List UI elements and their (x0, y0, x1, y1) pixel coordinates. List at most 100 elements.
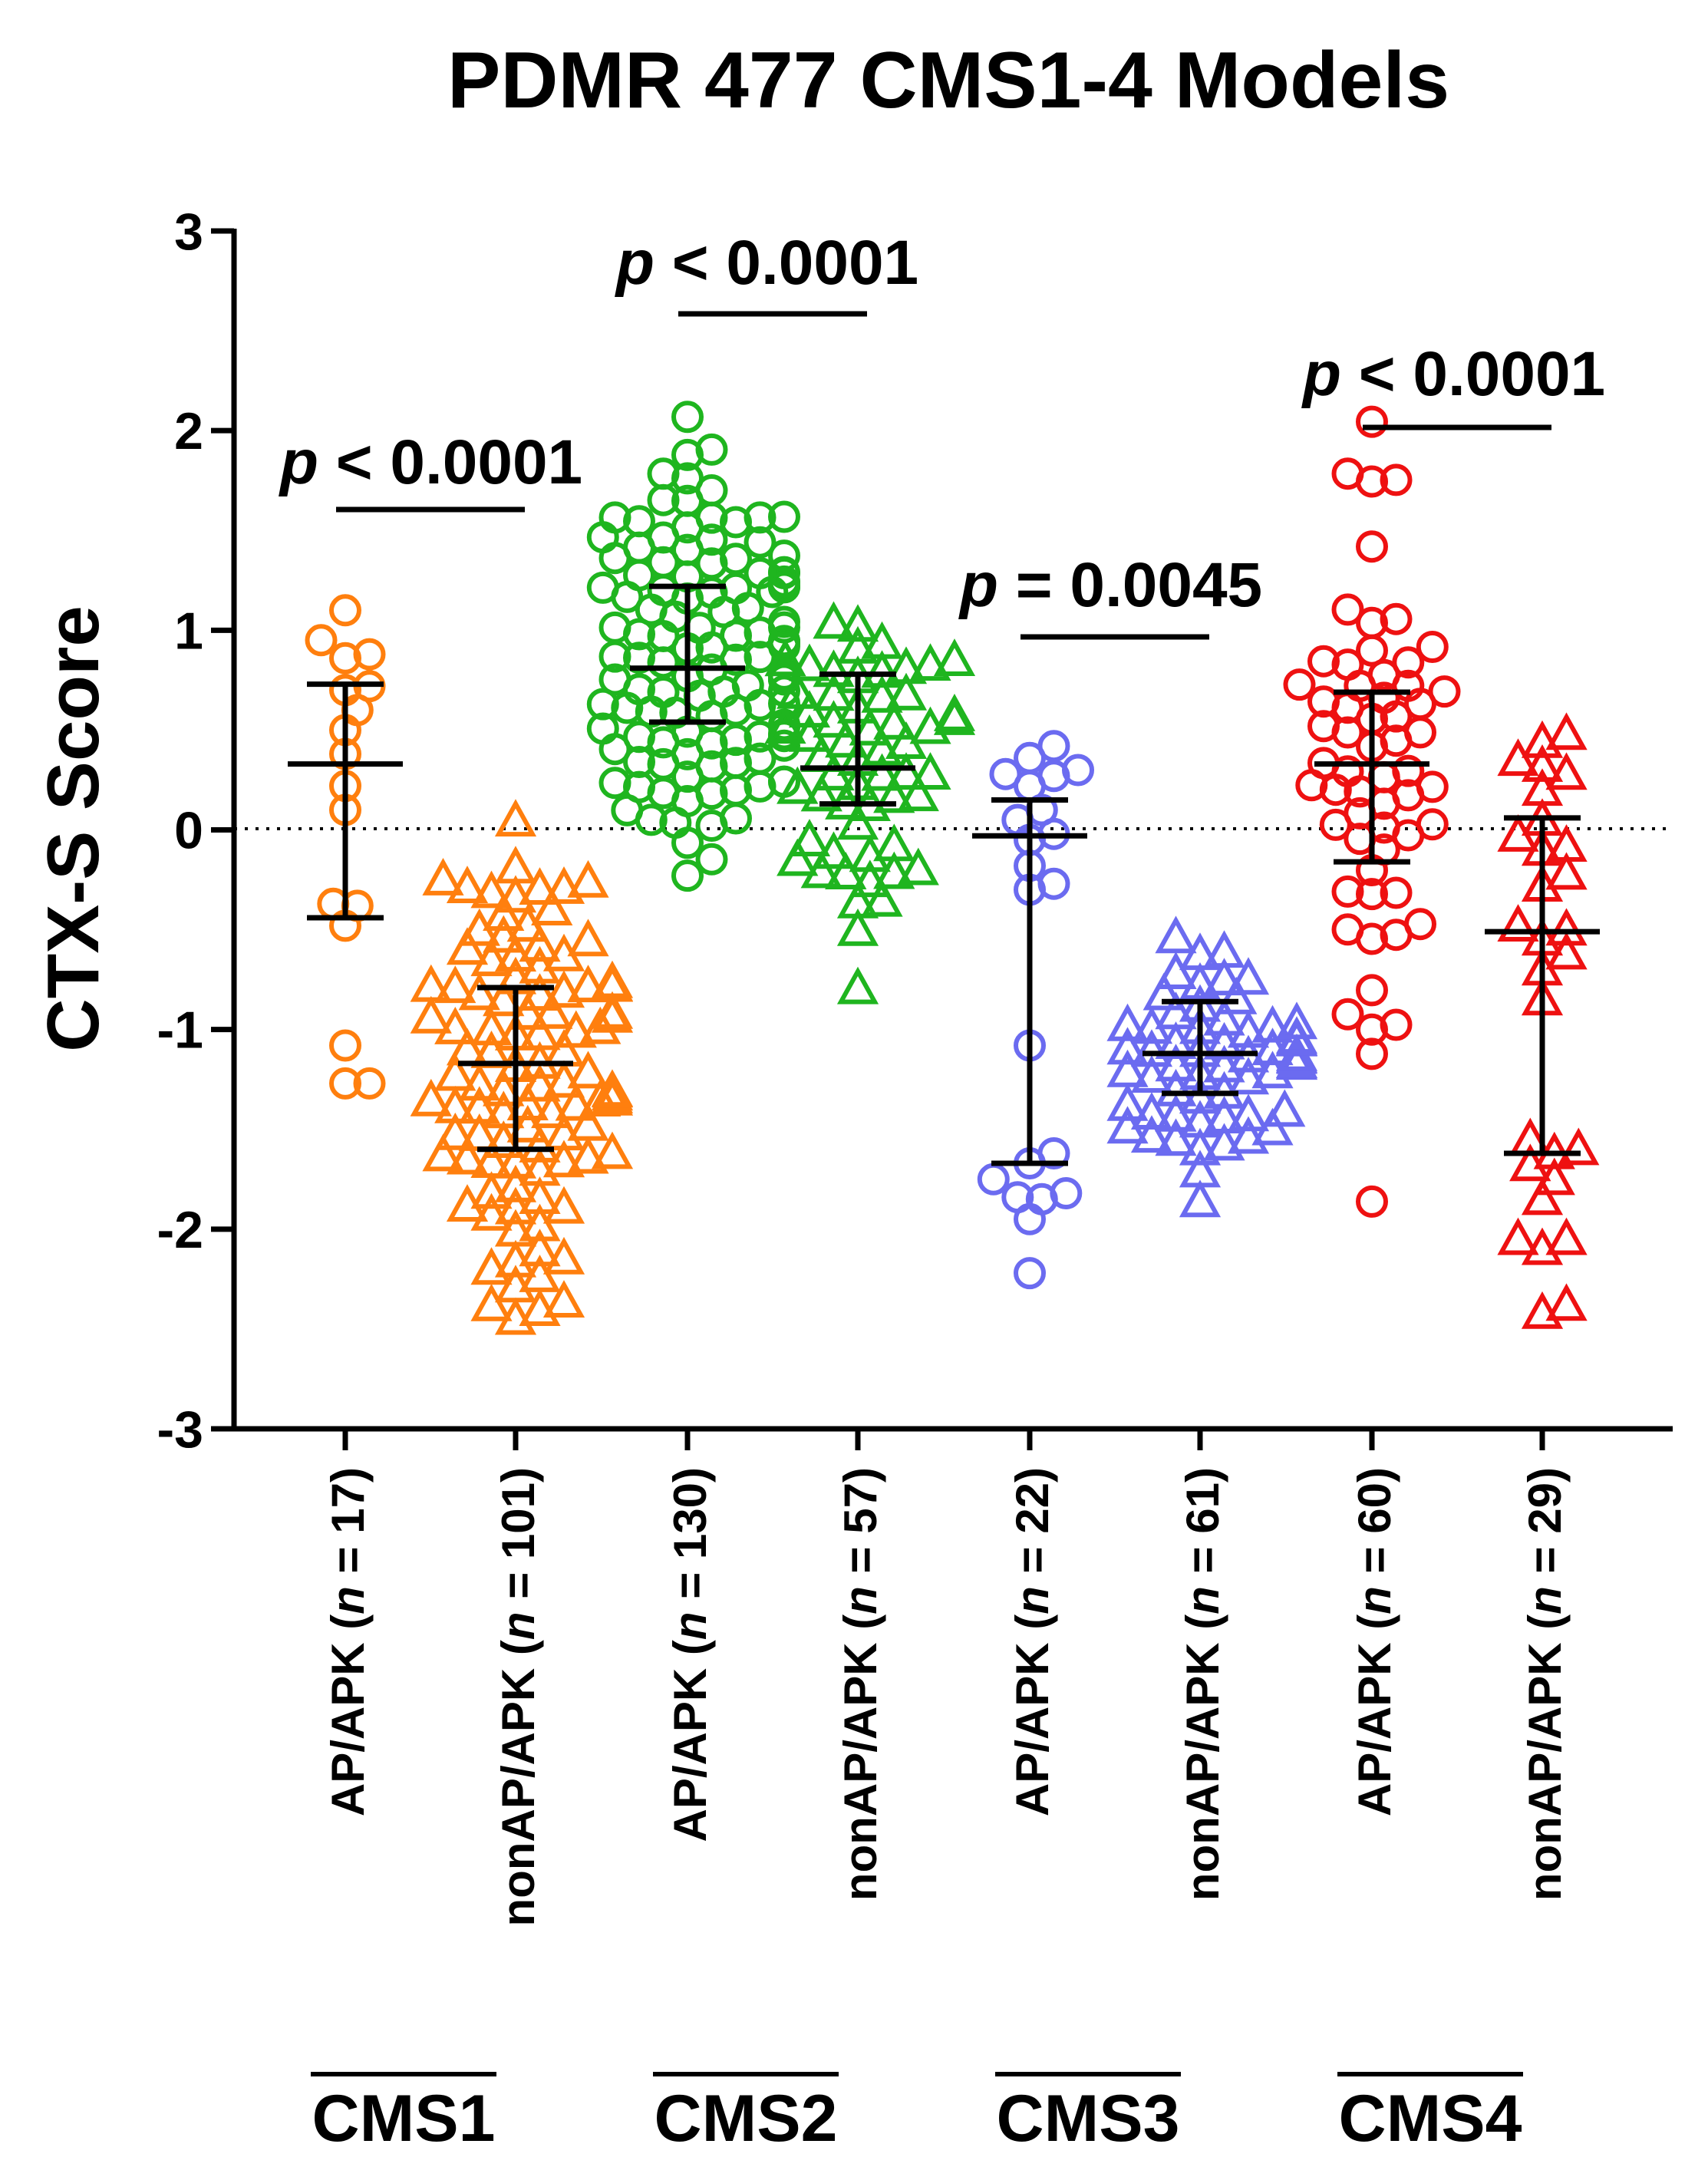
significance-annotations: p < 0.0001 p < 0.0001 p = 0.0045 p < 0.0001 (279, 228, 1605, 640)
data-point-triangle (1155, 915, 1197, 954)
data-point-triangle (519, 924, 561, 962)
data-point-triangle (1179, 1179, 1222, 1218)
data-point-triangle (446, 1184, 489, 1222)
data-point-circle (768, 605, 800, 638)
data-point-triangle (567, 919, 609, 957)
data-point-triangle (519, 867, 561, 905)
data-point-circle (1331, 648, 1364, 681)
data-point-triangle (1106, 1049, 1149, 1087)
data-point-circle (623, 721, 655, 754)
data-point-circle (768, 556, 800, 589)
data-point-triangle (1155, 991, 1197, 1030)
data-point-circle (720, 543, 752, 576)
data-point-triangle (1521, 720, 1564, 758)
data-point-circle (695, 843, 728, 876)
data-point-triangle (519, 1229, 561, 1267)
data-point-triangle (777, 766, 819, 804)
data-point-circle (1331, 913, 1364, 946)
data-point-triangle (885, 672, 928, 711)
data-point-triangle (1155, 1093, 1197, 1132)
data-point-triangle (494, 846, 537, 884)
data-point-triangle (1215, 976, 1258, 1014)
data-point-triangle (434, 1085, 476, 1123)
data-point-triangle (519, 1012, 561, 1051)
data-point-circle (1062, 754, 1094, 787)
data-point-triangle (885, 752, 928, 790)
data-point-triangle (434, 1053, 476, 1091)
data-point-circle (695, 547, 728, 580)
data-point-triangle (861, 727, 903, 766)
data-point-triangle (885, 646, 928, 684)
data-point-circle (1356, 878, 1388, 911)
data-point-triangle (1179, 1076, 1222, 1114)
data-point-circle (1416, 631, 1449, 663)
data-point-triangle (422, 858, 464, 895)
data-point-circle (586, 688, 619, 721)
data-point-triangle (1251, 1004, 1294, 1043)
data-point-triangle (591, 1131, 634, 1169)
data-point-triangle (777, 671, 819, 709)
x-category-label: nonAP/APK (n = 61) (1177, 1467, 1228, 1901)
data-point-circle (1356, 1037, 1388, 1070)
data-point-circle (598, 767, 631, 800)
data-point-triangle (836, 802, 879, 840)
data-point-circle (768, 500, 800, 533)
data-point-triangle (591, 960, 634, 998)
y-tick-label: 3 (174, 203, 203, 261)
data-point-triangle (1545, 852, 1588, 890)
data-point-triangle (1497, 738, 1539, 777)
data-point-circle (1307, 710, 1340, 743)
data-point-circle (598, 501, 631, 534)
data-point-triangle (555, 1083, 597, 1121)
data-point-circle (1356, 974, 1388, 1007)
data-point-circle (1416, 808, 1449, 841)
data-point-triangle (861, 675, 903, 713)
data-point-circle (329, 1029, 361, 1062)
data-point-circle (1392, 754, 1425, 787)
data-point-circle (1037, 867, 1070, 900)
data-point-triangle (567, 1136, 609, 1174)
data-point-triangle (1203, 1096, 1245, 1133)
data-point-triangle (909, 752, 951, 790)
data-point-triangle (1497, 904, 1539, 942)
y-tick-label: -3 (157, 1400, 203, 1459)
y-tick-label: 0 (174, 802, 203, 860)
data-point-circle (623, 770, 655, 803)
x-category-label: AP/APK (n = 22) (1007, 1467, 1058, 1816)
data-point-triangle (410, 964, 452, 1002)
data-point-circle (671, 859, 704, 892)
x-category-label: nonAP/APK (n = 57) (835, 1467, 886, 1901)
data-point-circle (1356, 405, 1388, 438)
data-point-circle (671, 462, 704, 495)
data-point-triangle (410, 1078, 452, 1116)
data-point-circle (977, 1163, 1010, 1196)
data-point-circle (1416, 770, 1449, 803)
data-point-triangle (1521, 744, 1564, 782)
data-point-triangle (1264, 1089, 1306, 1127)
data-point-triangle (1545, 824, 1588, 862)
x-category-label: nonAP/APK (n = 101) (493, 1467, 544, 1926)
data-point-circle (305, 624, 338, 657)
data-point-triangle (494, 875, 537, 913)
data-point-triangle (470, 1283, 513, 1321)
data-point-circle (1001, 1181, 1034, 1214)
data-point-circle (329, 1067, 361, 1100)
p-value-label: p < 0.0001 (1301, 339, 1605, 409)
group-label-cms3: CMS3 (997, 2082, 1180, 2155)
data-point-triangle (1545, 752, 1588, 790)
data-point-triangle (1106, 1083, 1149, 1121)
data-point-circle (989, 757, 1022, 790)
data-point-triangle (909, 643, 951, 681)
data-point-circle (647, 546, 680, 579)
data-point-triangle (897, 847, 939, 886)
data-point-circle (744, 526, 777, 559)
data-point-triangle (849, 859, 891, 898)
data-point-circle (329, 642, 361, 675)
data-point-circle (1356, 1185, 1388, 1218)
p-value-label: p < 0.0001 (615, 228, 918, 298)
data-point-circle (1356, 530, 1388, 563)
data-point-triangle (1155, 1118, 1197, 1156)
data-point-triangle (470, 1247, 513, 1285)
group-label-cms4: CMS4 (1339, 2082, 1522, 2155)
